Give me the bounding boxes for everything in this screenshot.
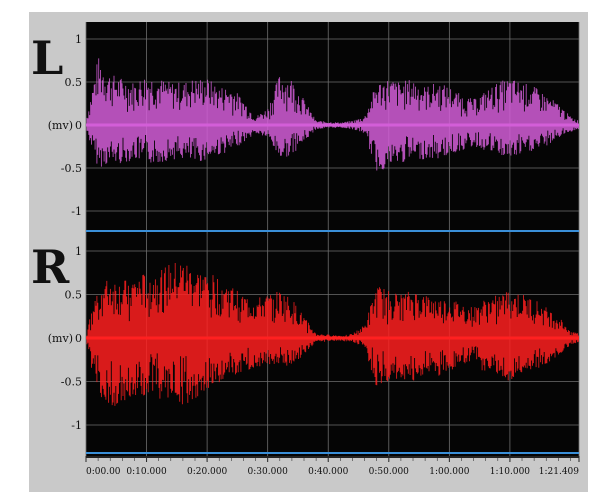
- y-tick-label: 1: [75, 245, 82, 258]
- y-tick-label: 0: [75, 332, 82, 345]
- x-tick-label: 0:50.000: [369, 467, 410, 477]
- x-tick-label: 1:10.000: [490, 467, 531, 477]
- right-channel-panel: 1 0.5 0(mv) -0.5 -1 R: [31, 233, 580, 456]
- x-tick-label: 0:30.000: [248, 467, 289, 477]
- time-axis: 0:00.00 0:10.000 0:20.000 0:30.000 0:40.000 0…: [85, 456, 580, 477]
- channel-label: L: [31, 31, 63, 85]
- y-axis-unit-label: (mv): [48, 332, 73, 345]
- x-tick-label: 0:20.000: [187, 467, 228, 477]
- left-channel-panel: 1 0.5 0(mv) -0.5 -1 L: [31, 22, 580, 233]
- x-tick-label: 1:00.000: [429, 467, 470, 477]
- x-tick-label: 0:40.000: [308, 467, 349, 477]
- channel-label: R: [31, 240, 70, 294]
- y-tick-label: 1: [75, 33, 82, 46]
- y-tick-label: 0.5: [65, 289, 83, 302]
- waveform-chart: 10.50(mv)-0.5-1L 10.50(mv)-0.5-1R 0:00.0…: [31, 22, 580, 477]
- y-tick-label: -1: [71, 419, 82, 432]
- x-axis-line: [86, 456, 579, 458]
- y-tick-label: -1: [71, 205, 82, 218]
- y-axis-unit-label: (mv): [48, 119, 73, 132]
- y-tick-label: -0.5: [61, 376, 82, 389]
- waveform-frame: 1 0.5 0 (mv) -0.5 -1 L 1 0.5 0 (mv) -0.5 -1 R 0:00.0…: [29, 12, 588, 492]
- y-tick-label: 0.5: [65, 76, 83, 89]
- y-tick-label: -0.5: [61, 162, 82, 175]
- x-tick-label: 1:21.409: [539, 467, 580, 477]
- y-tick-label: 0: [75, 119, 82, 132]
- x-tick-label: 0:10.000: [126, 467, 167, 477]
- x-tick-label: 0:00.00: [86, 467, 121, 477]
